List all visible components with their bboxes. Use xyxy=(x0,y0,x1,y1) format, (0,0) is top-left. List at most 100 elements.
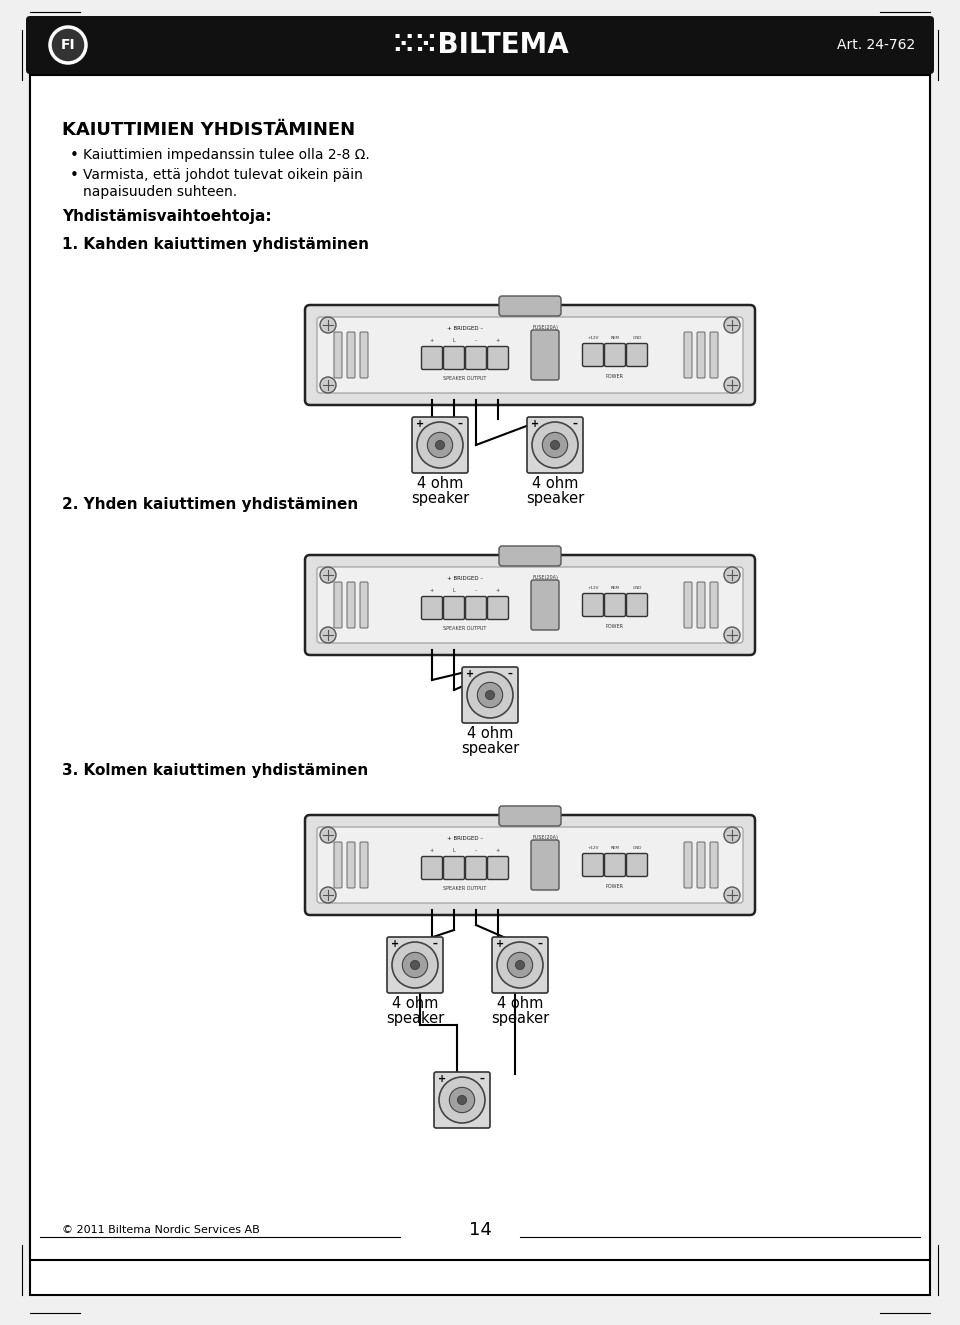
Circle shape xyxy=(392,942,438,988)
Text: KAIUTTIMIEN YHDISTÄMINEN: KAIUTTIMIEN YHDISTÄMINEN xyxy=(62,121,355,139)
FancyBboxPatch shape xyxy=(627,343,647,367)
Text: +: + xyxy=(496,588,500,594)
Circle shape xyxy=(320,378,336,394)
Text: +: + xyxy=(430,338,434,343)
Circle shape xyxy=(724,627,740,643)
FancyBboxPatch shape xyxy=(434,1072,490,1128)
Text: +: + xyxy=(438,1075,446,1084)
Text: –: – xyxy=(480,1075,485,1084)
Circle shape xyxy=(436,440,444,449)
FancyBboxPatch shape xyxy=(527,417,583,473)
Text: + BRIDGED –: + BRIDGED – xyxy=(447,575,483,580)
Text: –: – xyxy=(508,669,513,678)
Text: SPEAKER OUTPUT: SPEAKER OUTPUT xyxy=(444,886,487,892)
FancyBboxPatch shape xyxy=(360,582,368,628)
FancyBboxPatch shape xyxy=(684,333,692,378)
Text: +: + xyxy=(416,419,424,429)
FancyBboxPatch shape xyxy=(531,580,559,629)
Text: 1. Kahden kaiuttimen yhdistäminen: 1. Kahden kaiuttimen yhdistäminen xyxy=(62,237,369,253)
FancyBboxPatch shape xyxy=(488,347,509,370)
Circle shape xyxy=(497,942,543,988)
Text: Varmista, että johdot tulevat oikein päin: Varmista, että johdot tulevat oikein päi… xyxy=(83,168,363,182)
Text: ⁙⁙BILTEMA: ⁙⁙BILTEMA xyxy=(391,30,569,60)
FancyBboxPatch shape xyxy=(466,856,487,880)
Text: +: + xyxy=(430,848,434,853)
Text: 4 ohm: 4 ohm xyxy=(497,995,543,1011)
FancyBboxPatch shape xyxy=(492,937,548,992)
Text: + BRIDGED –: + BRIDGED – xyxy=(447,836,483,840)
Text: –: – xyxy=(475,848,477,853)
Text: 4 ohm: 4 ohm xyxy=(392,995,438,1011)
Text: •: • xyxy=(70,147,79,163)
Text: POWER: POWER xyxy=(606,885,624,889)
FancyBboxPatch shape xyxy=(317,317,743,394)
Text: Yhdistämisvaihtoehtoja:: Yhdistämisvaihtoehtoja: xyxy=(62,209,272,224)
Text: Art. 24-762: Art. 24-762 xyxy=(837,38,915,52)
Text: +: + xyxy=(496,848,500,853)
Circle shape xyxy=(402,953,427,978)
Text: –: – xyxy=(475,588,477,594)
FancyBboxPatch shape xyxy=(466,347,487,370)
Circle shape xyxy=(457,1096,467,1105)
Circle shape xyxy=(550,440,560,449)
FancyBboxPatch shape xyxy=(710,841,718,888)
Text: 14: 14 xyxy=(468,1222,492,1239)
FancyBboxPatch shape xyxy=(627,594,647,616)
FancyBboxPatch shape xyxy=(583,343,604,367)
Circle shape xyxy=(486,690,494,700)
FancyBboxPatch shape xyxy=(360,841,368,888)
FancyBboxPatch shape xyxy=(412,417,468,473)
Circle shape xyxy=(724,567,740,583)
Text: +: + xyxy=(391,939,399,949)
FancyBboxPatch shape xyxy=(334,333,342,378)
Text: speaker: speaker xyxy=(491,1011,549,1027)
FancyBboxPatch shape xyxy=(347,333,355,378)
FancyBboxPatch shape xyxy=(421,856,443,880)
Text: REM: REM xyxy=(611,845,619,851)
Text: L: L xyxy=(452,848,455,853)
FancyBboxPatch shape xyxy=(26,16,934,74)
Text: FUSE(20A): FUSE(20A) xyxy=(532,325,558,330)
Text: +12V: +12V xyxy=(588,586,599,590)
Text: GND: GND xyxy=(633,586,641,590)
FancyBboxPatch shape xyxy=(605,853,626,877)
Text: 4 ohm: 4 ohm xyxy=(532,476,578,490)
FancyBboxPatch shape xyxy=(488,856,509,880)
Text: GND: GND xyxy=(633,337,641,341)
Text: REM: REM xyxy=(611,337,619,341)
Circle shape xyxy=(50,26,86,64)
Text: –: – xyxy=(538,939,542,949)
FancyBboxPatch shape xyxy=(317,827,743,904)
FancyBboxPatch shape xyxy=(684,582,692,628)
Text: speaker: speaker xyxy=(526,492,584,506)
Circle shape xyxy=(320,627,336,643)
Text: SPEAKER OUTPUT: SPEAKER OUTPUT xyxy=(444,627,487,632)
Text: +12V: +12V xyxy=(588,845,599,851)
Text: FI: FI xyxy=(60,38,75,52)
Text: +: + xyxy=(466,669,474,678)
Text: 2. Yhden kaiuttimen yhdistäminen: 2. Yhden kaiuttimen yhdistäminen xyxy=(62,497,358,513)
Circle shape xyxy=(542,432,567,457)
Text: –: – xyxy=(458,419,463,429)
Text: POWER: POWER xyxy=(606,375,624,379)
Circle shape xyxy=(427,432,453,457)
FancyBboxPatch shape xyxy=(499,546,561,566)
Circle shape xyxy=(320,567,336,583)
FancyBboxPatch shape xyxy=(462,666,518,723)
Circle shape xyxy=(467,672,513,718)
Text: + BRIDGED –: + BRIDGED – xyxy=(447,326,483,330)
Text: 4 ohm: 4 ohm xyxy=(467,726,514,741)
FancyBboxPatch shape xyxy=(334,582,342,628)
Circle shape xyxy=(477,682,503,708)
Circle shape xyxy=(724,317,740,333)
FancyBboxPatch shape xyxy=(387,937,443,992)
Text: +: + xyxy=(531,419,540,429)
Text: © 2011 Biltema Nordic Services AB: © 2011 Biltema Nordic Services AB xyxy=(62,1226,260,1235)
Circle shape xyxy=(724,886,740,904)
Text: +: + xyxy=(496,939,504,949)
Circle shape xyxy=(320,827,336,843)
FancyBboxPatch shape xyxy=(30,76,930,1260)
Text: 3. Kolmen kaiuttimen yhdistäminen: 3. Kolmen kaiuttimen yhdistäminen xyxy=(62,762,369,778)
Text: REM: REM xyxy=(611,586,619,590)
FancyBboxPatch shape xyxy=(334,841,342,888)
